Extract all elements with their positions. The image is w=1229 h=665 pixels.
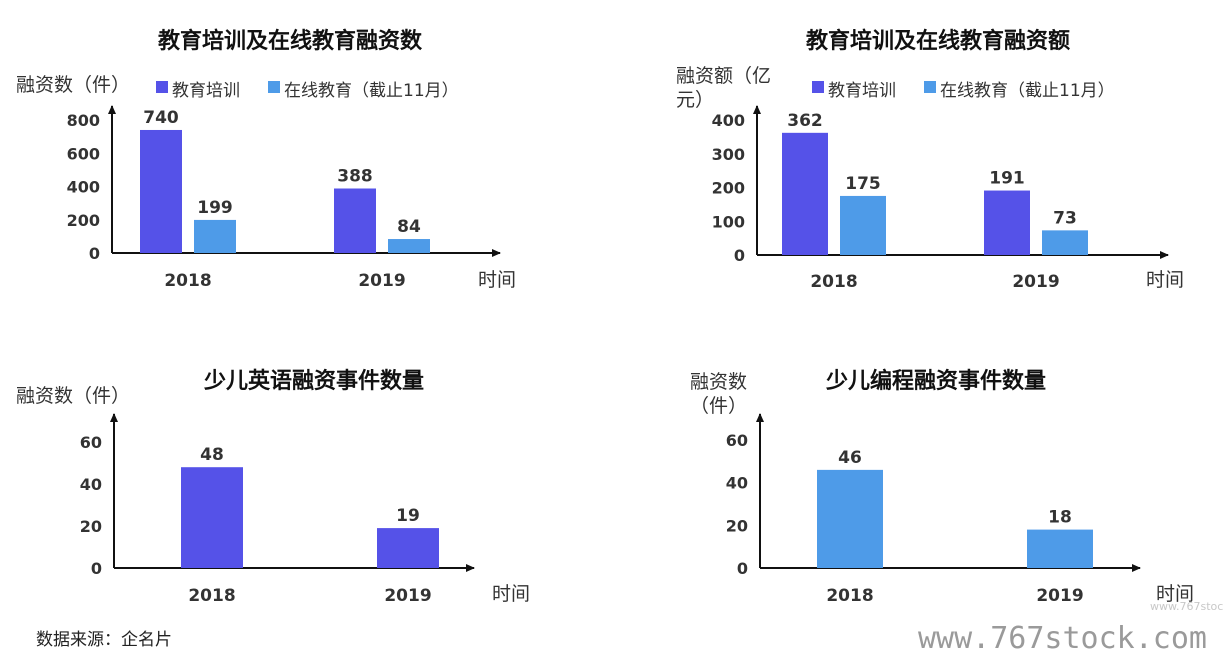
chart-title: 少儿编程融资事件数量 (825, 368, 1046, 394)
y-tick-label: 40 (80, 475, 102, 494)
bar (984, 190, 1030, 255)
y-tick-label: 0 (91, 559, 102, 578)
bar (840, 195, 886, 255)
y-tick-label: 60 (726, 431, 748, 450)
y-tick-label: 20 (726, 516, 748, 535)
bar (1027, 529, 1093, 568)
x-axis-arrow (1160, 251, 1169, 259)
y-tick-label: 20 (80, 517, 102, 536)
x-tick-label: 2018 (164, 271, 211, 291)
x-axis-label: 时间 (478, 269, 516, 291)
y-axis-arrow (753, 105, 761, 114)
bar (194, 219, 236, 253)
x-tick-label: 2019 (358, 271, 405, 291)
data-label: 19 (396, 506, 420, 526)
data-label: 388 (337, 166, 373, 186)
x-axis-label: 时间 (1146, 269, 1184, 291)
y-axis-label-line2: 元） (676, 89, 714, 111)
bar (782, 132, 828, 255)
bar (817, 469, 883, 568)
x-tick-label: 2018 (826, 586, 873, 606)
data-label: 199 (197, 198, 233, 218)
y-tick-label: 300 (712, 145, 745, 164)
legend-swatch-online (268, 81, 280, 93)
x-axis-arrow (492, 249, 501, 257)
y-tick-label: 0 (734, 246, 745, 265)
chart-title: 教育培训及在线教育融资额 (806, 28, 1070, 54)
x-axis-label: 时间 (1156, 583, 1194, 605)
y-axis-arrow (756, 413, 764, 422)
data-label: 175 (845, 174, 881, 194)
data-label: 18 (1048, 508, 1072, 528)
x-tick-label: 2018 (188, 586, 235, 606)
x-axis-arrow (466, 564, 475, 572)
y-tick-label: 40 (726, 474, 748, 493)
bar (1042, 230, 1088, 255)
chart-english-count: 少儿英语融资事件数量 融资数（件） 时间 0 20 40 60 48 2018 19 2019 (16, 368, 530, 606)
chart-title: 教育培训及在线教育融资数 (158, 28, 423, 54)
chart-title: 少儿英语融资事件数量 (203, 368, 424, 394)
data-label: 73 (1053, 208, 1077, 228)
y-tick-label: 200 (712, 179, 745, 198)
chart-coding-count: 少儿编程融资事件数量 融资数 （件） 时间 0 20 40 60 46 2018 18 201… (690, 368, 1194, 606)
data-label: 191 (989, 169, 1025, 189)
y-tick-label: 60 (80, 433, 102, 452)
legend-label-edu: 教育培训 (172, 81, 240, 101)
y-tick-label: 400 (67, 178, 100, 197)
legend-swatch-online (924, 81, 936, 93)
y-axis-label: 融资数（件） (16, 385, 130, 407)
bar (334, 188, 376, 253)
x-tick-label: 2019 (384, 586, 431, 606)
x-tick-label: 2019 (1012, 272, 1059, 292)
data-label: 84 (397, 217, 421, 237)
data-label: 740 (143, 108, 179, 128)
y-tick-label: 0 (737, 559, 748, 578)
bar (181, 467, 243, 568)
x-tick-label: 2019 (1036, 586, 1083, 606)
data-label: 48 (200, 445, 224, 465)
chart-edu-count: 教育培训及在线教育融资数 融资数（件） 教育培训 在线教育（截止11月） 时间 … (16, 28, 516, 291)
data-label: 362 (787, 111, 823, 131)
bar (388, 239, 430, 253)
bar (377, 528, 439, 568)
y-axis-label-line2: （件） (690, 395, 747, 417)
y-axis-arrow (108, 105, 116, 114)
legend-label-online: 在线教育（截止11月） (940, 81, 1115, 101)
y-tick-label: 800 (67, 111, 100, 130)
legend-label-online: 在线教育（截止11月） (284, 81, 459, 101)
data-source: 数据来源：企名片 (36, 630, 172, 650)
y-tick-label: 100 (712, 212, 745, 231)
legend-swatch-edu (812, 81, 824, 93)
watermark: www.767stock.com (918, 621, 1207, 656)
legend-swatch-edu (156, 81, 168, 93)
chart-edu-amount: 教育培训及在线教育融资额 融资额（亿 元） 教育培训 在线教育（截止11月） 时… (676, 28, 1184, 292)
watermark-small: www.767stoc (1150, 600, 1223, 613)
y-tick-label: 200 (67, 211, 100, 230)
y-axis-label: 融资数（件） (16, 74, 130, 96)
y-tick-label: 0 (89, 244, 100, 263)
y-tick-label: 600 (67, 144, 100, 163)
data-label: 46 (838, 448, 862, 468)
x-axis-label: 时间 (492, 583, 530, 605)
legend-label-edu: 教育培训 (828, 81, 896, 101)
y-tick-label: 400 (712, 111, 745, 130)
x-tick-label: 2018 (810, 272, 857, 292)
bar (140, 129, 182, 253)
x-axis-arrow (1132, 564, 1141, 572)
y-axis-arrow (110, 413, 118, 422)
y-axis-label-line1: 融资数 (690, 371, 747, 393)
y-axis-label-line1: 融资额（亿 (676, 65, 771, 87)
